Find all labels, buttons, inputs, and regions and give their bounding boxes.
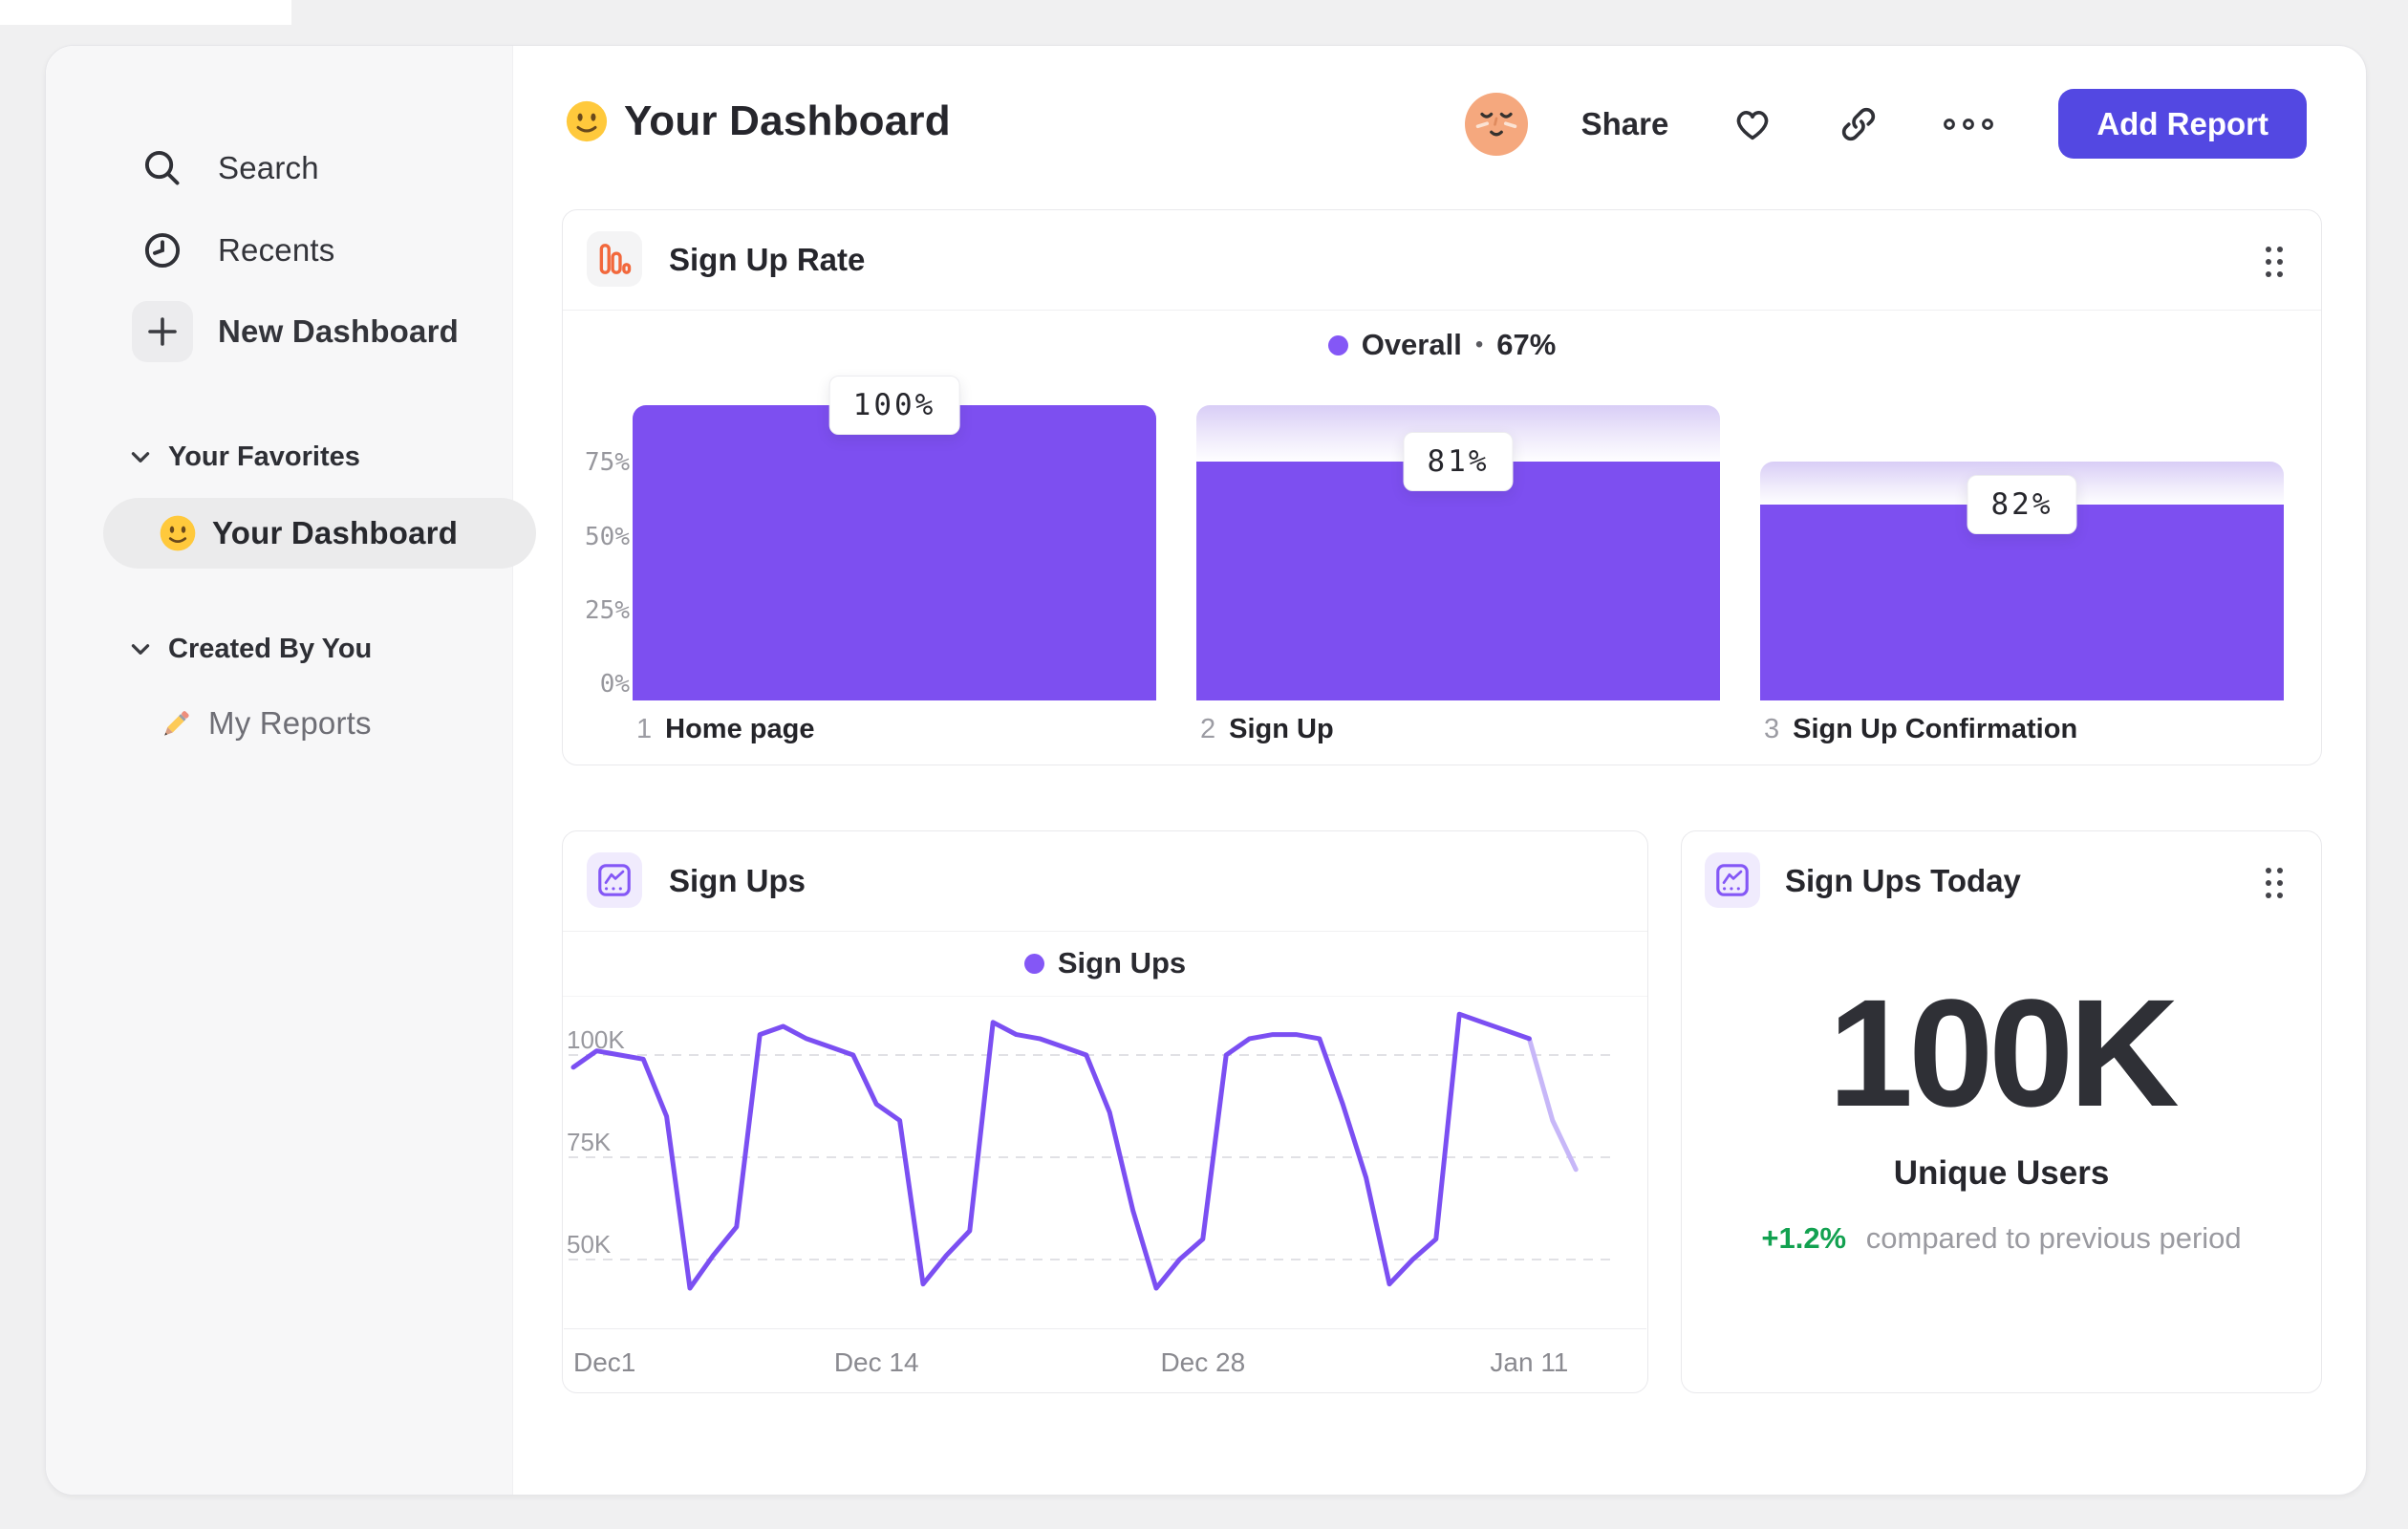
line-y-tick: 100K [567,1025,625,1054]
link-icon[interactable] [1837,102,1881,146]
line-plot [563,996,1647,1328]
legend-dot [1023,953,1044,974]
smiley-emoji [565,99,609,143]
metric-label: Unique Users [1893,1154,2110,1192]
funnel-value-tooltip: 100% [828,376,960,435]
sidebar-section-your-favorites[interactable]: Your Favorites [46,436,512,478]
chevron-down-icon [128,636,153,661]
sidebar-item-my-reports[interactable]: My Reports [46,702,512,744]
sidebar: Search Recents New Dashboard Your Favori [46,46,536,1495]
funnel-bar[interactable] [1196,461,1720,700]
legend-separator: • [1474,332,1484,357]
line-series [570,1011,1532,1291]
delta-note: compared to previous period [1865,1221,2242,1255]
sidebar-item-label: Your Dashboard [212,515,459,550]
chevron-down-icon [128,444,153,469]
share-button[interactable]: Share [1580,105,1669,141]
line-chart-icon [1705,852,1760,908]
line-x-tick: Dec 14 [833,1347,919,1377]
delta-value: +1.2% [1761,1221,1847,1255]
line-x-tick: Dec1 [573,1347,636,1377]
page-title: Your Dashboard [565,97,951,145]
legend-label: Overall [1361,328,1462,361]
legend-dot [1327,334,1348,355]
funnel-step-name: Sign Up [1229,714,1334,744]
sidebar-item-new-dashboard[interactable]: New Dashboard [46,301,512,362]
pencil-emoji [157,704,195,743]
funnel-bar[interactable] [1760,504,2284,700]
sidebar-item-search[interactable]: Search [46,138,512,199]
sidebar-section-title: Your Favorites [168,441,360,472]
card-header: Sign Ups [563,831,1647,931]
sign-up-rate-card: Sign Up Rate Overall • 67% 75% 50% 25% 0% 1… [562,209,2322,765]
funnel-plot: 100% 1 Home page 81% 2 Sign Up 82% 3 Sign Up Con… [563,210,2321,764]
heart-icon[interactable] [1730,101,1775,147]
line-x-tick: Jan 11 [1490,1347,1569,1377]
funnel-step-label: 3 Sign Up Confirmation [1764,714,2077,745]
funnel-step-name: Home page [665,714,815,744]
funnel-step-index: 2 [1200,714,1216,744]
window-top-strip [0,0,291,25]
sidebar-item-label: New Dashboard [218,313,459,349]
funnel-y-tick: 75% [585,448,630,478]
app-window: Search Recents New Dashboard Your Favori [45,45,2367,1496]
funnel-step-label: 2 Sign Up [1200,714,1334,745]
smiley-emoji [159,514,197,552]
drag-handle-icon[interactable] [2262,243,2287,286]
card-title: Sign Ups [669,863,806,898]
page-title-text: Your Dashboard [624,97,951,144]
divider [564,1328,1646,1329]
funnel-value-tooltip: 81% [1403,431,1514,491]
funnel-chart-icon [587,231,642,287]
line-chart-icon [587,852,642,908]
card-header: Sign Ups Today [1682,831,2321,931]
funnel-y-tick: 0% [599,670,630,699]
card-header: Sign Up Rate [563,210,2321,310]
add-report-button[interactable]: Add Report [2058,89,2307,159]
funnel-step-index: 3 [1764,714,1780,744]
sidebar-section-title: Created By You [168,633,373,664]
drag-handle-icon[interactable] [2262,864,2287,907]
sidebar-item-recents[interactable]: Recents [46,220,512,281]
metric-value: 100K [1828,967,2180,1138]
legend-value: 67% [1496,328,1557,361]
divider [563,310,2321,311]
funnel-step-label: 1 Home page [636,714,814,745]
divider [563,931,1647,932]
line-series [1526,1036,1579,1173]
line-legend[interactable]: Sign Ups [563,931,1647,997]
line-y-tick: 50K [567,1230,612,1259]
funnel-legend[interactable]: Overall • 67% [563,328,2321,361]
funnel-y-tick: 25% [585,595,630,625]
clock-icon [132,220,193,281]
sign-ups-card: Sign Ups Sign Ups 100K 75K 50K Dec1 Dec 14 D… [562,830,1648,1393]
funnel-y-tick: 50% [585,522,630,551]
card-title: Sign Up Rate [669,242,866,277]
card-title: Sign Ups Today [1785,863,2021,898]
sidebar-item-label: Search [218,150,319,185]
sidebar-item-label: My Reports [208,705,372,741]
sign-ups-today-card: Sign Ups Today 100K Unique Users +1.2% c… [1681,830,2322,1393]
funnel-step-index: 1 [636,714,653,744]
funnel-step-name: Sign Up Confirmation [1793,714,2078,744]
ellipsis-icon[interactable] [1942,113,1995,136]
legend-label: Sign Ups [1057,946,1187,980]
funnel-bar[interactable] [633,405,1156,700]
plus-icon [132,301,193,362]
sidebar-section-created-by-you[interactable]: Created By You [46,628,512,670]
line-y-tick: 75K [567,1128,612,1156]
metric-delta-row: +1.2% compared to previous period [1682,1221,2321,1256]
line-x-tick: Dec 28 [1160,1347,1246,1377]
sidebar-item-your-dashboard[interactable]: Your Dashboard [103,498,536,569]
header-actions: Share Add Report [1464,89,2307,159]
funnel-value-tooltip: 82% [1967,474,2077,534]
avatar[interactable] [1464,92,1528,156]
search-icon [132,138,193,199]
sidebar-item-label: Recents [218,232,335,268]
